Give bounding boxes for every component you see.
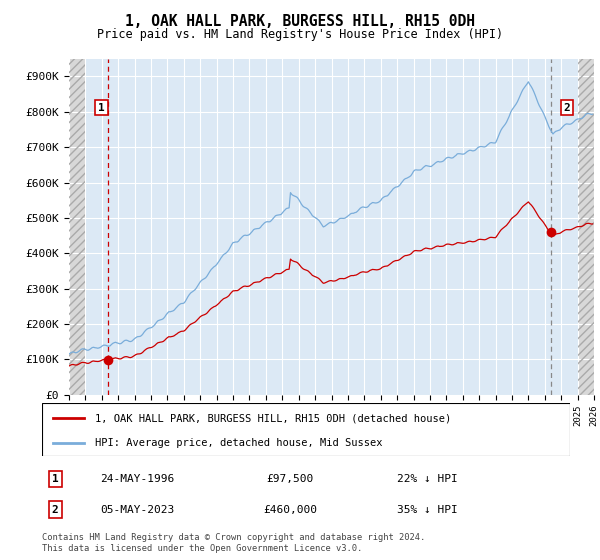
Bar bbox=[578, 59, 594, 395]
Text: 1, OAK HALL PARK, BURGESS HILL, RH15 0DH: 1, OAK HALL PARK, BURGESS HILL, RH15 0DH bbox=[125, 14, 475, 29]
Text: Price paid vs. HM Land Registry's House Price Index (HPI): Price paid vs. HM Land Registry's House … bbox=[97, 28, 503, 41]
Text: 1, OAK HALL PARK, BURGESS HILL, RH15 0DH (detached house): 1, OAK HALL PARK, BURGESS HILL, RH15 0DH… bbox=[95, 413, 451, 423]
Text: 24-MAY-1996: 24-MAY-1996 bbox=[100, 474, 174, 484]
Text: 05-MAY-2023: 05-MAY-2023 bbox=[100, 505, 174, 515]
Text: £460,000: £460,000 bbox=[263, 505, 317, 515]
Bar bbox=[578, 59, 594, 395]
Text: 35% ↓ HPI: 35% ↓ HPI bbox=[397, 505, 458, 515]
Text: £97,500: £97,500 bbox=[266, 474, 314, 484]
Bar bbox=[69, 59, 85, 395]
Text: 22% ↓ HPI: 22% ↓ HPI bbox=[397, 474, 458, 484]
Text: 2: 2 bbox=[563, 102, 571, 113]
Text: Contains HM Land Registry data © Crown copyright and database right 2024.
This d: Contains HM Land Registry data © Crown c… bbox=[42, 533, 425, 553]
Text: 2: 2 bbox=[52, 505, 59, 515]
Text: 1: 1 bbox=[98, 102, 105, 113]
Text: HPI: Average price, detached house, Mid Sussex: HPI: Average price, detached house, Mid … bbox=[95, 438, 382, 448]
Bar bbox=[69, 59, 85, 395]
Text: 1: 1 bbox=[52, 474, 59, 484]
